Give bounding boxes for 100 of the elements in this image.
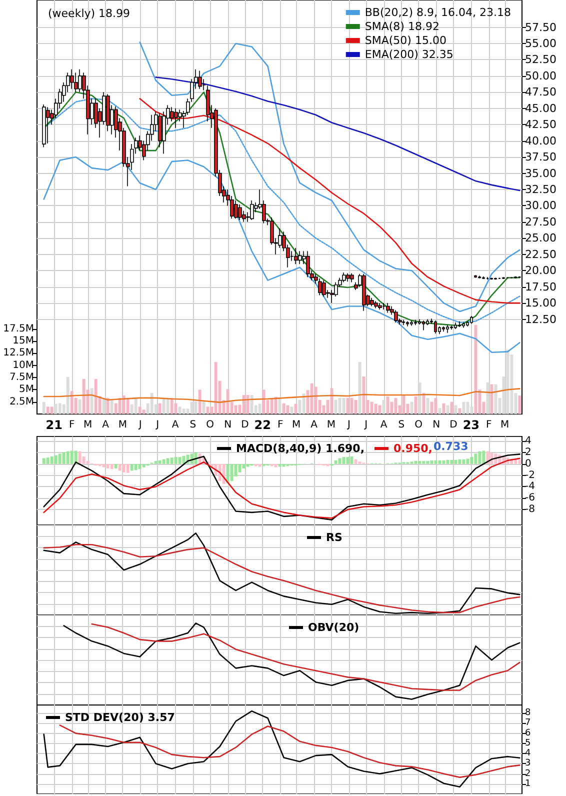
bar	[438, 408, 442, 414]
bar	[234, 405, 238, 414]
bar	[382, 400, 386, 414]
bar	[506, 350, 510, 414]
bar	[226, 389, 230, 414]
bar	[118, 464, 122, 471]
bar	[466, 458, 470, 464]
x-tick-label: J	[155, 420, 160, 430]
candlestick	[410, 320, 413, 326]
y-tick-label: 22.50	[525, 248, 556, 261]
x-tick-label: S	[190, 420, 196, 430]
y-tick-label: 45.00	[525, 102, 556, 115]
bar	[346, 457, 350, 464]
x-tick-label: M	[500, 420, 510, 430]
bar	[442, 460, 446, 464]
bar	[158, 460, 162, 464]
candlestick	[514, 276, 517, 279]
bar	[370, 402, 374, 414]
candlestick	[462, 322, 465, 328]
candlestick	[454, 322, 457, 330]
bar	[178, 457, 182, 464]
bar	[170, 398, 174, 414]
x-tick-label: M	[118, 420, 128, 430]
y-tick-label: 27.50	[525, 215, 556, 228]
bar	[294, 404, 298, 414]
bar	[458, 408, 462, 414]
y-tick-label: -4	[525, 481, 535, 492]
candlestick	[494, 277, 497, 280]
bar	[198, 390, 202, 414]
bar	[134, 464, 138, 470]
candlestick	[406, 320, 409, 327]
bar	[394, 398, 398, 414]
candlestick	[442, 326, 445, 332]
legend-label: BB(20,2) 8.9, 16.04, 23.18	[364, 6, 512, 19]
bar	[114, 464, 118, 468]
bar	[278, 398, 282, 414]
bar	[158, 403, 162, 414]
y-tick-label: 25.00	[525, 232, 556, 245]
candlestick	[74, 72, 78, 93]
bar	[42, 402, 46, 414]
y2-tick-label: 5M	[19, 384, 34, 396]
bar	[102, 398, 106, 414]
y-tick-label: -6	[525, 492, 535, 504]
bar	[122, 395, 126, 414]
candlestick	[470, 316, 473, 324]
candlestick	[382, 302, 386, 310]
bar	[430, 460, 434, 464]
x-tick-label: A	[380, 420, 388, 430]
bar	[70, 450, 74, 464]
candlestick	[386, 302, 390, 314]
candlestick	[422, 320, 425, 331]
y-tick-label: 42.50	[525, 118, 556, 132]
y-tick-label: 30.00	[525, 199, 556, 212]
bar	[438, 460, 442, 464]
bar	[342, 398, 346, 414]
bar	[230, 464, 234, 481]
bar	[482, 450, 486, 464]
x-tick-label: F	[277, 420, 284, 430]
y-tick-label: 55.00	[525, 36, 556, 50]
bar	[518, 395, 522, 414]
bar	[418, 461, 422, 464]
bar	[202, 401, 206, 414]
bar	[78, 451, 82, 464]
y2-tick-label: 10M	[12, 360, 34, 371]
bar	[170, 458, 174, 464]
y-tick-label: -2	[525, 470, 535, 481]
bar	[402, 394, 406, 414]
bar	[346, 398, 350, 414]
bar	[46, 406, 50, 414]
x-tick-label: O	[206, 420, 214, 430]
bar	[490, 384, 494, 414]
y-tick-label: 0	[525, 458, 532, 470]
candlestick	[198, 70, 202, 90]
x-tick-label: M	[292, 420, 301, 430]
line-series	[139, 98, 520, 304]
candlestick	[106, 94, 110, 132]
bar	[458, 459, 462, 464]
bar	[422, 461, 426, 464]
bar	[422, 393, 426, 414]
y-tick-label: 50.00	[525, 69, 556, 82]
bar	[54, 455, 58, 464]
candlestick	[306, 250, 310, 278]
y2-tick-label: 12.5M	[3, 348, 34, 359]
line-series	[155, 76, 520, 192]
bar	[454, 405, 458, 414]
candlestick	[458, 320, 461, 328]
x-tick-label: D	[450, 420, 458, 430]
bar	[290, 406, 294, 414]
candlestick	[342, 272, 346, 283]
candlestick	[250, 200, 254, 220]
bar	[238, 464, 242, 472]
x-tick-label: 21	[46, 418, 62, 432]
bar	[54, 404, 58, 414]
candlestick	[350, 272, 354, 283]
y-tick-label: 37.50	[525, 150, 556, 164]
bar	[162, 459, 166, 464]
bar	[362, 376, 366, 414]
y-tick-label: 32.50	[525, 182, 556, 196]
bar	[474, 324, 478, 414]
legend-label: RS	[326, 531, 342, 544]
